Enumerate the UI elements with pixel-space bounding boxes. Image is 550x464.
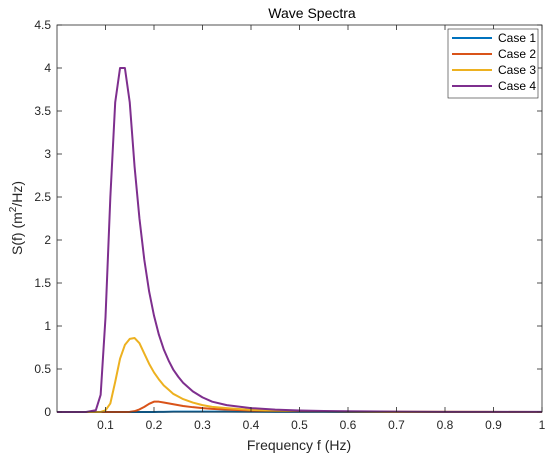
y-axis-label-sup: 2 [8,206,19,212]
y-tick-label: 1 [44,319,51,333]
y-axis: 0 0.5 1 1.5 2 2.5 3 3.5 4 4.5 [34,18,542,419]
x-tick-label: 1 [539,418,546,432]
y-axis-label: S(f) (m2/Hz) [8,181,25,255]
x-axis: 0.1 0.2 0.3 0.4 0.5 0.6 0.7 0.8 0.9 1 [97,25,546,432]
legend: Case 1 Case 2 Case 3 Case 4 [447,28,539,99]
y-tick-label: 0.5 [34,362,51,376]
y-tick-label: 3 [44,147,51,161]
y-axis-label-suffix: /Hz) [9,181,25,207]
legend-label-case-1: Case 1 [498,31,536,45]
x-tick-label: 0.3 [194,418,211,432]
legend-label-case-3: Case 3 [498,63,536,77]
legend-label-case-2: Case 2 [498,47,536,61]
x-tick-label: 0.9 [485,418,502,432]
y-tick-label: 2.5 [34,190,51,204]
chart-title: Wave Spectra [268,5,356,21]
series-line-case-4 [57,67,542,413]
y-tick-label: 0 [44,405,51,419]
y-tick-label: 4.5 [34,18,51,32]
legend-label-case-4: Case 4 [498,79,536,93]
x-tick-label: 0.8 [437,418,454,432]
y-tick-label: 1.5 [34,276,51,290]
y-tick-label: 4 [44,61,51,75]
y-tick-label: 3.5 [34,104,51,118]
y-axis-label-prefix: S(f) (m [9,212,25,255]
x-tick-label: 0.4 [243,418,260,432]
x-axis-label: Frequency f (Hz) [247,437,351,453]
x-tick-label: 0.5 [291,418,308,432]
x-tick-label: 0.6 [340,418,357,432]
y-tick-label: 2 [44,233,51,247]
x-tick-label: 0.7 [388,418,405,432]
x-tick-label: 0.2 [146,418,163,432]
x-tick-label: 0.1 [97,418,114,432]
